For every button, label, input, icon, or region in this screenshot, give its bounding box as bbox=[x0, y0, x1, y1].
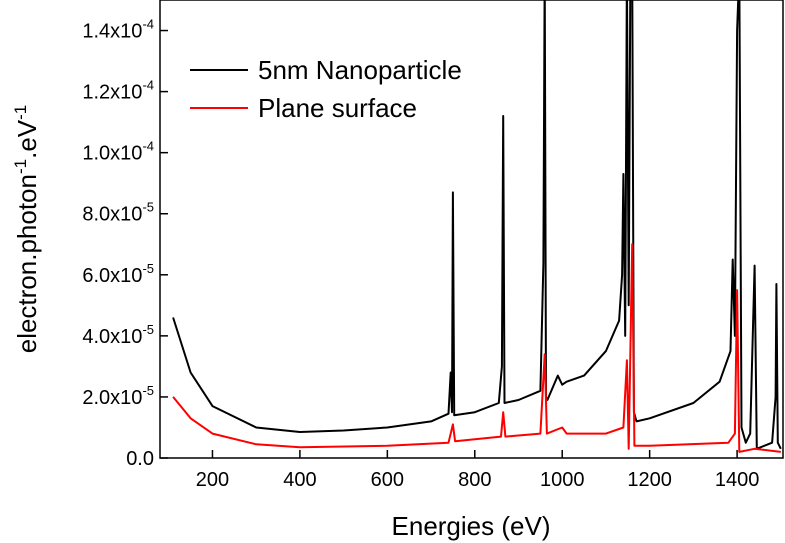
y-tick-label: 1.0x10-4 bbox=[82, 139, 154, 165]
y-label-sup: -1 bbox=[11, 159, 30, 174]
y-tick-mantissa: 1.0x10 bbox=[82, 143, 142, 165]
x-tick-label: 200 bbox=[196, 469, 229, 491]
y-label-part: .eV bbox=[12, 119, 42, 159]
plot-frame bbox=[159, 0, 784, 459]
y-tick-mantissa: 0.0 bbox=[126, 448, 154, 470]
legend-label: Plane surface bbox=[258, 93, 417, 123]
y-label-sup: -1 bbox=[11, 105, 30, 120]
y-tick-exponent: -4 bbox=[142, 78, 154, 93]
y-tick-label: 2.0x10-5 bbox=[82, 383, 154, 409]
y-tick-exponent: -5 bbox=[142, 261, 154, 276]
x-tick-label: 400 bbox=[283, 469, 316, 491]
y-tick-label: 0.0 bbox=[126, 448, 154, 470]
series-line bbox=[172, 243, 781, 453]
y-tick-label: 1.4x10-4 bbox=[82, 17, 154, 43]
y-tick-exponent: -4 bbox=[142, 139, 154, 154]
series-line bbox=[172, 0, 782, 450]
x-tick-label: 1000 bbox=[540, 469, 585, 491]
x-tick-label: 600 bbox=[371, 469, 404, 491]
y-tick-mantissa: 1.2x10 bbox=[82, 82, 142, 104]
x-tick-label: 1400 bbox=[715, 469, 760, 491]
y-tick-mantissa: 1.4x10 bbox=[82, 21, 142, 43]
y-tick-exponent: -5 bbox=[142, 322, 154, 337]
x-tick-label: 800 bbox=[458, 469, 491, 491]
x-tick-label: 1200 bbox=[627, 469, 672, 491]
y-label-part: electron.photon bbox=[12, 174, 42, 353]
y-tick-label: 4.0x10-5 bbox=[82, 322, 154, 348]
y-tick-exponent: -4 bbox=[142, 17, 154, 32]
y-tick-exponent: -5 bbox=[142, 383, 154, 398]
y-tick-label: 1.2x10-4 bbox=[82, 78, 154, 104]
x-axis-label: Energies (eV) bbox=[392, 511, 551, 541]
y-tick-mantissa: 2.0x10 bbox=[82, 387, 142, 409]
y-tick-label: 6.0x10-5 bbox=[82, 261, 154, 287]
y-tick-mantissa: 6.0x10 bbox=[82, 265, 142, 287]
y-tick-exponent: -5 bbox=[142, 200, 154, 215]
y-tick-mantissa: 8.0x10 bbox=[82, 204, 142, 226]
y-axis-label: electron.photon-1.eV-1 bbox=[11, 105, 42, 354]
y-tick-label: 8.0x10-5 bbox=[82, 200, 154, 226]
legend-label: 5nm Nanoparticle bbox=[258, 55, 462, 85]
y-tick-mantissa: 4.0x10 bbox=[82, 326, 142, 348]
